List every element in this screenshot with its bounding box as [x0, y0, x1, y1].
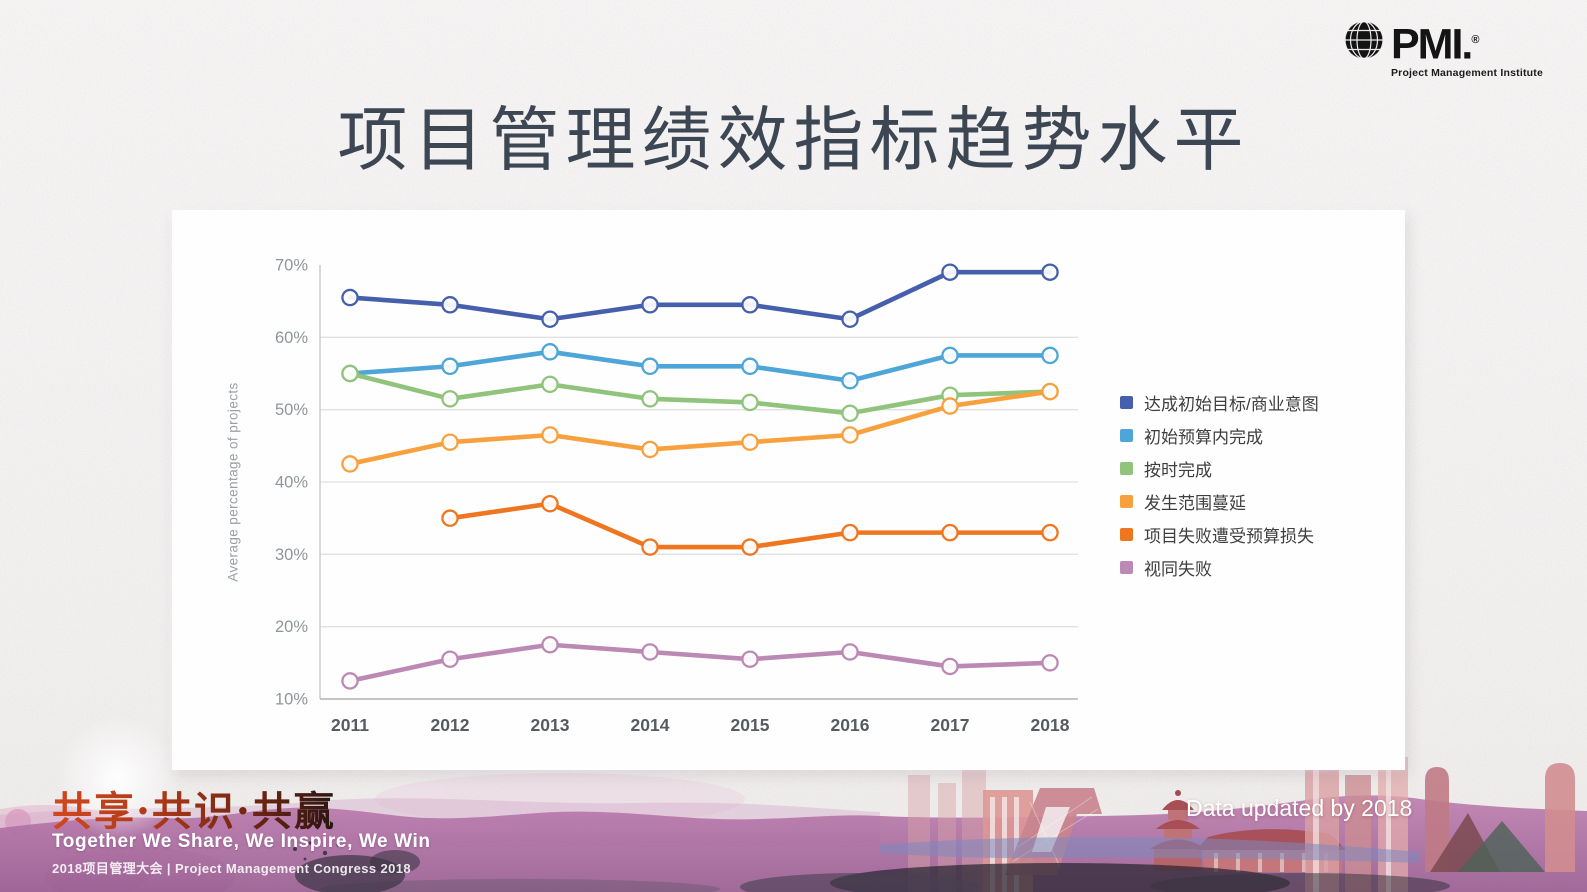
- data-point: [741, 433, 759, 451]
- data-point: [1041, 346, 1059, 365]
- data-point: [841, 643, 859, 661]
- data-point: [441, 296, 459, 314]
- legend-label: 达成初始目标/商业意图: [1144, 395, 1319, 414]
- legend-item: 发生范围蔓延: [1120, 485, 1319, 518]
- legend-item: 视同失败: [1120, 551, 1319, 584]
- data-point: [341, 288, 359, 307]
- data-point: [541, 375, 559, 394]
- data-point: [1041, 523, 1059, 542]
- legend-item: 初始预算内完成: [1120, 419, 1319, 452]
- legend-label: 按时完成: [1144, 461, 1212, 480]
- data-point: [341, 364, 359, 383]
- congress-tagline: Together We Share, We Inspire, We Win: [52, 831, 431, 852]
- data-note: Data updated by 2018: [1186, 795, 1413, 821]
- data-point: [741, 650, 759, 668]
- data-point: [1041, 654, 1059, 672]
- page-title: 项目管理绩效指标趋势水平: [337, 101, 1250, 179]
- data-point: [741, 357, 759, 376]
- legend-label: 项目失败遭受预算损失: [1144, 527, 1314, 546]
- data-point: [941, 657, 959, 676]
- data-point: [641, 357, 659, 376]
- data-point: [841, 426, 859, 444]
- data-point: [541, 426, 559, 444]
- x-tick-label: 2012: [431, 715, 470, 735]
- data-point: [441, 650, 459, 668]
- pmi-globe-icon: [1345, 20, 1383, 60]
- data-point: [641, 538, 659, 556]
- x-tick-label: 2015: [731, 715, 770, 735]
- data-point: [841, 523, 859, 542]
- x-tick-label: 2011: [331, 715, 369, 735]
- data-point: [641, 643, 659, 661]
- data-point: [841, 371, 859, 390]
- congress-calligraphy: 共享·共识·共赢: [52, 779, 336, 837]
- y-tick-label: 40%: [275, 474, 308, 492]
- data-point: [441, 509, 459, 527]
- data-point: [1041, 382, 1059, 401]
- data-point: [541, 343, 559, 361]
- data-point: [741, 296, 759, 314]
- x-tick-label: 2014: [631, 715, 670, 735]
- legend-label: 初始预算内完成: [1144, 428, 1263, 447]
- y-tick-label: 30%: [275, 546, 308, 564]
- data-point: [841, 310, 859, 329]
- logo-brand-text: PMI.: [1390, 20, 1473, 69]
- data-point: [941, 346, 959, 365]
- data-point: [641, 440, 659, 459]
- legend-swatch-icon: [1120, 561, 1133, 574]
- skyscrapers: [1305, 757, 1408, 892]
- y-tick-label: 60%: [275, 329, 308, 347]
- legend-swatch-icon: [1120, 495, 1133, 508]
- chart-panel: 70% 60% 50% 40% 30% 20% 10% 2011 2012 2013 2014 201…: [172, 210, 1405, 770]
- data-point: [341, 672, 359, 690]
- data-point: [541, 310, 559, 329]
- data-point: [941, 263, 959, 281]
- data-point: [741, 538, 759, 556]
- logo-subtitle: Project Management Institute: [1390, 67, 1543, 80]
- y-tick-label: 50%: [275, 401, 308, 419]
- y-tick-label: 20%: [275, 618, 308, 636]
- x-tick-label: 2018: [1031, 715, 1070, 735]
- data-point: [941, 523, 959, 542]
- legend-swatch-icon: [1120, 462, 1133, 475]
- x-tick-label: 2016: [831, 715, 870, 735]
- data-point: [841, 404, 859, 423]
- data-point: [1041, 263, 1059, 281]
- data-point: [441, 433, 459, 451]
- legend-swatch-icon: [1120, 528, 1133, 541]
- y-tick-label: 70%: [275, 257, 308, 275]
- right-tower: [1545, 763, 1575, 872]
- legend-item: 项目失败遭受预算损失: [1120, 518, 1319, 551]
- logo-brand: PMI.®: [1391, 20, 1543, 66]
- legend-item: 按时完成: [1120, 452, 1319, 485]
- data-point: [641, 296, 659, 314]
- y-axis-title: Average percentage of projects: [225, 382, 241, 582]
- pmi-logo: PMI.® Project Management Institute: [1344, 20, 1543, 79]
- x-tick-label: 2017: [931, 715, 970, 735]
- congress-name: 2018项目管理大会 | Project Management Congress…: [52, 861, 412, 876]
- legend-label: 发生范围蔓延: [1144, 494, 1246, 513]
- legend-swatch-icon: [1120, 429, 1133, 442]
- data-point: [441, 357, 459, 376]
- data-point: [541, 635, 559, 654]
- data-point: [441, 390, 459, 408]
- data-point: [541, 494, 559, 513]
- x-tick-label: 2013: [531, 715, 570, 735]
- legend-label: 视同失败: [1144, 560, 1212, 579]
- pmi-wordmark: PMI.® Project Management Institute: [1390, 20, 1543, 80]
- y-tick-label: 10%: [275, 691, 308, 709]
- legend-item: 达成初始目标/商业意图: [1120, 386, 1319, 419]
- logo-registered-mark: ®: [1471, 34, 1480, 46]
- data-point: [341, 455, 359, 473]
- data-point: [741, 393, 759, 412]
- data-point: [641, 390, 659, 408]
- legend-swatch-icon: [1120, 396, 1133, 409]
- data-point: [941, 397, 959, 415]
- chart-legend: 达成初始目标/商业意图 初始预算内完成 按时完成发生范围蔓延项目失败遭受预算损失 视同…: [1120, 386, 1319, 584]
